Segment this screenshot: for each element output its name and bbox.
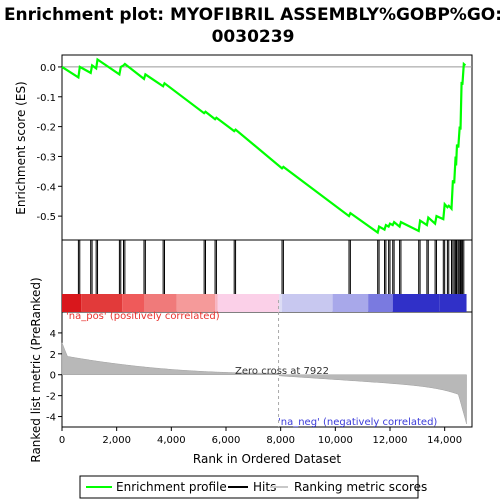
heatmap-segment — [368, 294, 393, 312]
heatmap-segment — [62, 294, 82, 312]
hits-group — [77, 240, 465, 294]
es-series-line — [61, 57, 467, 235]
heatmap-segment — [122, 294, 144, 312]
metric-area — [61, 342, 467, 424]
legend-hits-label: Hits — [253, 480, 276, 494]
es-tick-label: -0.1 — [36, 93, 56, 104]
zero-cross-label: Zero cross at 7922 — [235, 366, 329, 377]
heatmap-segment — [81, 294, 123, 312]
legend-enrichment-label: Enrichment profile — [116, 480, 227, 494]
heatmap-segment — [144, 294, 177, 312]
x-tick-label: 14,000 — [427, 435, 462, 446]
legend-frame — [79, 475, 419, 499]
x-axis: 0 2,000 4,000 6,000 8,000 10,000 12,000 14,000 — [59, 427, 462, 446]
rank-heatmap — [62, 294, 467, 312]
metric-y-axis-label: Ranked list metric (PreRanked) — [29, 277, 43, 462]
es-tick-label: -0.4 — [36, 182, 56, 193]
heatmap-segment — [279, 294, 283, 312]
heatmap-segment — [332, 294, 369, 312]
metric-tick-label: 0 — [50, 371, 56, 382]
heatmap-segment — [217, 294, 280, 312]
x-tick-label: 2,000 — [102, 435, 131, 446]
es-tick-label: -0.3 — [36, 152, 56, 163]
na-neg-label: 'na_neg' (negatively correlated) — [278, 417, 437, 428]
metric-y-axis: 4 2 0 -2 -4 — [46, 329, 62, 424]
heatmap-segment — [176, 294, 216, 312]
x-tick-label: 10,000 — [318, 435, 353, 446]
x-tick-label: 8,000 — [266, 435, 295, 446]
x-tick-label: 4,000 — [157, 435, 186, 446]
metric-area-group — [61, 300, 467, 427]
es-panel-frame — [61, 54, 473, 241]
heatmap-segment — [392, 294, 440, 312]
legend: Enrichment profile Hits Ranking metric s… — [79, 475, 427, 499]
es-y-axis: 0.0 -0.1 -0.2 -0.3 -0.4 -0.5 — [36, 63, 62, 223]
es-tick-label: 0.0 — [40, 63, 56, 74]
metric-tick-label: 4 — [50, 329, 56, 340]
heatmap-segment — [439, 294, 467, 312]
metric-tick-label: 2 — [50, 350, 56, 361]
es-y-axis-label: Enrichment score (ES) — [14, 81, 28, 214]
es-tick-label: -0.5 — [36, 212, 56, 223]
x-tick-label: 6,000 — [212, 435, 241, 446]
x-tick-label: 12,000 — [373, 435, 408, 446]
heatmap-segment — [215, 294, 218, 312]
chart-title-line1: Enrichment plot: MYOFIBRIL ASSEMBLY%GOBP… — [4, 5, 500, 25]
na-pos-label: 'na_pos' (positively correlated) — [66, 311, 220, 322]
metric-tick-label: -2 — [46, 392, 56, 403]
legend-ranking-label: Ranking metric scores — [294, 480, 427, 494]
es-tick-label: -0.2 — [36, 123, 56, 134]
x-axis-label: Rank in Ordered Dataset — [193, 452, 341, 466]
metric-tick-label: -4 — [46, 413, 56, 424]
chart-title-line2: 0030239 — [212, 27, 295, 47]
es-line-group — [61, 57, 467, 235]
x-tick-label: 0 — [59, 435, 65, 446]
heatmap-segment — [282, 294, 333, 312]
